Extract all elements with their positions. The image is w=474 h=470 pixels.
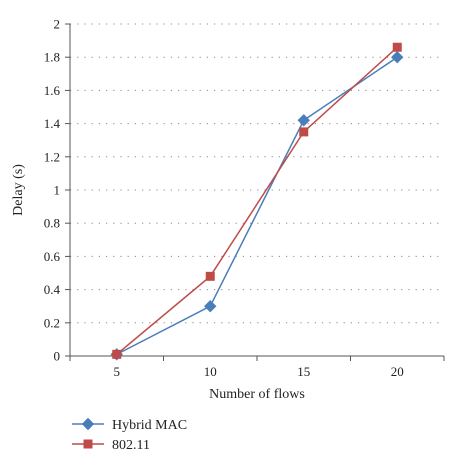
data-point (391, 50, 404, 64)
y-tick-label: 1.4 (44, 116, 61, 131)
y-axis-title: Delay (s) (11, 164, 26, 216)
y-tick-label: 0.6 (44, 249, 61, 264)
y-tick-label: 1.6 (44, 83, 61, 98)
legend: Hybrid MAC 802.11 (72, 417, 187, 453)
y-tick-label: 0.8 (44, 216, 60, 231)
series-line (116, 46, 398, 355)
y-tick-label: 2 (54, 17, 61, 32)
legend-marker (83, 439, 93, 449)
x-tick-labels: 5 10 15 20 (69, 356, 445, 379)
x-axis-title: Number of flows (209, 387, 305, 402)
y-tick-label: 0.2 (44, 315, 60, 330)
x-tick-label: 10 (204, 364, 217, 379)
y-tick-label: 0.4 (44, 282, 61, 297)
x-tick-label: 15 (297, 364, 310, 379)
y-tick-label: 1 (54, 183, 61, 198)
legend-item: 802.11 (72, 438, 150, 453)
series-group (110, 42, 404, 361)
y-tick-labels: 0 0.2 0.4 0.6 0.8 1 1.2 1.4 1.6 1.8 2 (44, 17, 70, 364)
data-point (297, 114, 310, 127)
data-point (205, 271, 215, 281)
legend-label: 802.11 (112, 438, 150, 453)
x-tick-label: 20 (391, 364, 404, 379)
data-point (204, 299, 217, 313)
series-0 (110, 50, 404, 361)
data-point (392, 42, 402, 52)
y-tick-label: 1.2 (44, 149, 60, 164)
legend-label: Hybrid MAC (112, 418, 187, 433)
series-line (116, 56, 398, 356)
x-tick-label: 5 (114, 364, 121, 379)
legend-marker (81, 417, 95, 431)
data-point (112, 349, 122, 359)
y-tick-label: 0 (54, 349, 61, 364)
data-point (299, 127, 309, 137)
legend-item: Hybrid MAC (72, 417, 187, 433)
grid-lines (70, 23, 444, 324)
series-1 (112, 42, 402, 359)
y-tick-label: 1.8 (44, 50, 60, 65)
